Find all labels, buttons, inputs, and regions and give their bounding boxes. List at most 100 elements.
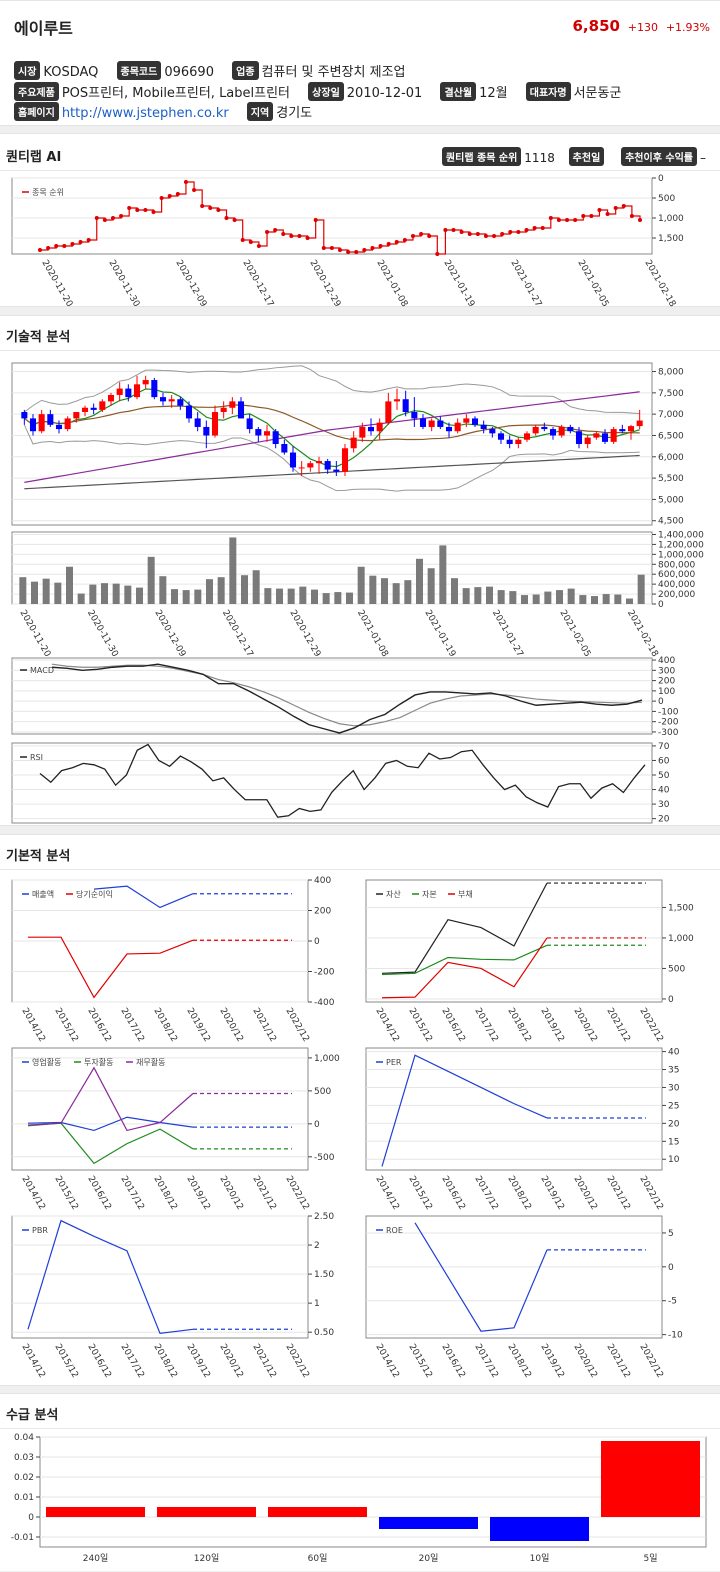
quant-ai-card: 퀀티랩 AI 퀀티랩 종목 순위 1118 추천일 추천이후 수익률 – 0 500 1…: [0, 133, 720, 309]
volume-bar: [602, 594, 610, 604]
listing-tag: 상장일: [308, 82, 344, 101]
rank-value: 1118: [524, 151, 555, 165]
rank-point: [386, 242, 391, 246]
rank-x-tick-label: 2021-02-18: [642, 259, 677, 309]
roe-series-line: [414, 1222, 548, 1332]
rec-return-tag: 추천이후 수익률: [621, 147, 697, 166]
rank-point: [240, 238, 245, 242]
candle-body: [55, 424, 63, 430]
roe-y-tick-label: -5: [668, 1297, 677, 1307]
rank-point: [175, 192, 180, 196]
candle-body: [289, 452, 297, 468]
candle-body: [125, 388, 132, 398]
pbr-y-tick-label: 0.50: [314, 1328, 334, 1338]
balance-series-line: [381, 882, 548, 974]
ma5-line: [23, 388, 640, 468]
candle-body: [619, 429, 626, 432]
candle-body: [21, 412, 28, 419]
per-series-line: [381, 1054, 548, 1167]
supply-bar: [601, 1441, 700, 1517]
per-x-tick-label: 2014/12: [373, 1175, 400, 1212]
pbr-y-tick-label: 2.50: [314, 1212, 334, 1222]
sales-y-tick-label: -400: [314, 998, 335, 1008]
rank-point: [54, 244, 59, 248]
candle-body: [341, 448, 349, 472]
candle-body: [428, 420, 435, 427]
cashflow-x-tick-label: 2021/12: [250, 1175, 277, 1212]
macd-y-tick-label: -300: [658, 728, 679, 738]
supply-y-tick-label: 0.04: [14, 1433, 34, 1443]
rsi-legend-label: RSI: [30, 753, 43, 762]
rank-point: [589, 214, 594, 218]
volume-x-tick-label: 2020-11-30: [85, 609, 120, 660]
roe-y-tick-label: -10: [668, 1331, 683, 1341]
roe-x-tick-label: 2015/12: [406, 1343, 433, 1380]
info-row-2: 주요제품 POS프린터, Mobile프린터, Label프린터 상장일 2010-…: [14, 82, 635, 101]
volume-bar: [521, 595, 528, 604]
candle-body: [185, 405, 193, 419]
volume-bar: [392, 583, 400, 604]
volume-bar: [299, 586, 307, 604]
roe-legend-label: ROE: [386, 1226, 403, 1235]
rank-point: [305, 236, 310, 240]
rank-x-tick-label: 2021-01-19: [441, 259, 476, 309]
per-x-tick-label: 2018/12: [505, 1175, 532, 1212]
sales-y-tick-label: 200: [314, 907, 331, 917]
candle-body: [177, 399, 184, 406]
rank-point: [483, 234, 488, 238]
volume-y-tick-label: 1,200,000: [658, 540, 704, 550]
roe-x-tick-label: 2018/12: [505, 1343, 532, 1380]
per-x-tick-label: 2015/12: [406, 1175, 433, 1212]
price-y-tick-label: 6,000: [658, 453, 684, 463]
volume-bar: [66, 566, 73, 604]
candle-body: [255, 429, 262, 436]
ma60-line: [24, 391, 640, 483]
rank-point: [475, 232, 480, 236]
candle-body: [393, 399, 401, 402]
price-change: +130: [627, 21, 658, 34]
supply-y-tick-label: -0.01: [11, 1533, 34, 1543]
candle-body: [333, 469, 340, 472]
rank-point: [427, 234, 432, 238]
pbr-x-tick-label: 2018/12: [151, 1343, 178, 1380]
rank-y-tick-label: 500: [658, 194, 675, 204]
candle-body: [211, 412, 219, 436]
pbr-x-tick-label: 2017/12: [118, 1343, 145, 1380]
rank-point: [346, 250, 351, 254]
candle-body: [515, 439, 522, 444]
homepage-link[interactable]: http://www.jstephen.co.kr: [61, 106, 229, 121]
pbr-x-tick-label: 2016/12: [85, 1343, 112, 1380]
cashflow-x-tick-label: 2017/12: [118, 1175, 145, 1212]
cashflow-x-tick-label: 2022/12: [283, 1175, 310, 1212]
fundamental-title: 기본적 분석: [6, 849, 71, 864]
volume-bar: [54, 582, 62, 604]
rank-point: [78, 240, 83, 244]
pbr-x-tick-label: 2021/12: [250, 1343, 277, 1380]
rank-point: [38, 248, 42, 252]
volume-bar: [206, 579, 213, 604]
macd-plot-area: [11, 657, 653, 735]
candle-body: [584, 437, 591, 444]
volume-x-tick-label: 2021-01-27: [490, 609, 525, 659]
per-x-tick-label: 2019/12: [538, 1175, 565, 1212]
cashflow-y-tick-label: -500: [314, 1153, 335, 1163]
rank-point: [297, 234, 302, 238]
volume-bar: [416, 558, 423, 604]
roe-x-tick-label: 2019/12: [538, 1343, 565, 1380]
roe-x-tick-label: 2020/12: [571, 1343, 598, 1380]
candle-body: [133, 384, 141, 398]
stock-info-card: 에이루트 6,850 +130 +1.93% 시장 KOSDAQ 종목코드 0966…: [0, 0, 720, 126]
pbr-x-tick-label: 2015/12: [52, 1343, 79, 1380]
rank-point: [127, 206, 132, 210]
pbr-y-tick-label: 2: [314, 1241, 320, 1251]
rank-point: [573, 218, 578, 222]
balance-series-line: [381, 944, 548, 976]
candle-body: [159, 397, 167, 402]
balance-x-tick-label: 2015/12: [406, 1007, 433, 1044]
balance-y-tick-label: 0: [668, 995, 674, 1005]
candle-body: [359, 426, 366, 438]
candle-body: [636, 420, 643, 427]
rank-point: [224, 216, 229, 220]
supply-x-label: 5일: [643, 1553, 657, 1564]
